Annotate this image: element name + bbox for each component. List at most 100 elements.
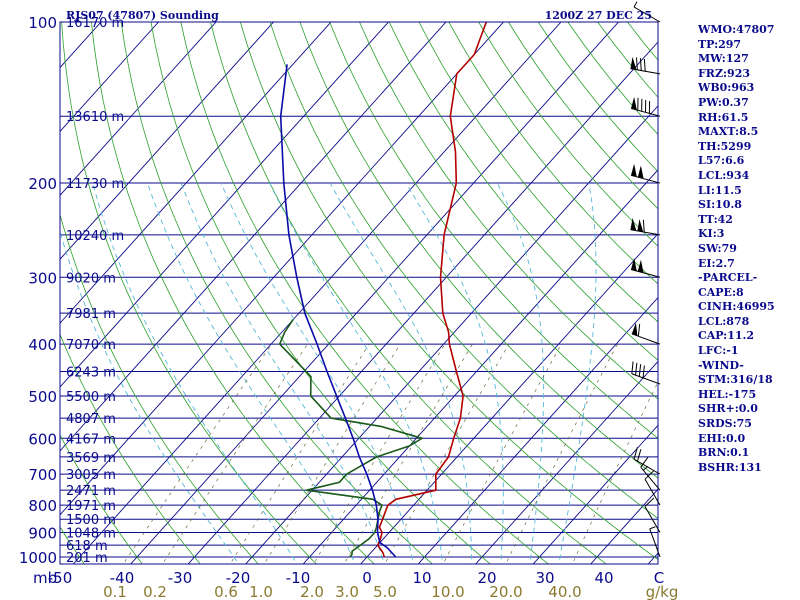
temperature-tick-label: 0 <box>362 569 372 587</box>
mixing-ratio-line <box>343 343 473 564</box>
dry-adiabat <box>448 22 658 285</box>
index-row: SI:10.8 <box>698 198 742 212</box>
index-row: TH:5299 <box>698 139 752 153</box>
height-label: 7070 m <box>66 338 116 353</box>
isotherm-line <box>360 232 658 564</box>
wind-barb <box>644 497 661 533</box>
isotherm-line <box>60 22 160 133</box>
mixing-ratio-label: 10.0 <box>431 583 464 600</box>
moist-adiabat <box>180 182 385 564</box>
station-title: RJS07 (47807) Sounding <box>66 9 219 22</box>
height-label: 1971 m <box>66 499 116 514</box>
temperature-line <box>376 22 488 558</box>
mixing-ratio-label: 0.1 <box>103 583 127 600</box>
height-label: 3005 m <box>66 468 116 483</box>
dry-adiabat <box>120 22 433 564</box>
mixing-ratio-line <box>505 343 618 564</box>
temperature-tick-label: 10 <box>412 569 431 587</box>
temperature-tick-label: 30 <box>535 569 554 587</box>
index-row: CINH:46995 <box>698 300 775 314</box>
indices-panel: WMO:47807 TP:297 MW:127 FRZ:923 WB0:963 PW:0.… <box>698 23 775 475</box>
mixing-ratio-line <box>161 343 308 564</box>
index-row: MAXT:8.5 <box>698 125 759 139</box>
height-label: 9020 m <box>66 271 116 286</box>
index-row: L57:6.6 <box>698 154 745 168</box>
temperature-tick-label: -20 <box>226 569 251 587</box>
index-row: HEL:-175 <box>698 387 757 401</box>
index-row: SRDS:75 <box>698 417 752 431</box>
dry-adiabat <box>210 22 607 564</box>
index-row: TT:42 <box>698 212 733 226</box>
height-label: 2471 m <box>66 484 116 499</box>
wind-barb <box>631 361 661 385</box>
isotherm-line <box>60 22 275 260</box>
plot-frame <box>59 21 659 565</box>
pressure-tick-label: 500 <box>28 388 57 406</box>
dry-adiabat <box>90 22 375 564</box>
wind-barb <box>640 456 661 491</box>
moist-adiabat <box>269 182 444 564</box>
dry-adiabat <box>418 22 658 323</box>
index-row: LCL:934 <box>698 168 750 182</box>
height-label: 1500 m <box>66 513 116 528</box>
dry-adiabat <box>60 333 201 564</box>
pressure-axis-unit: mb <box>33 569 57 587</box>
mixing-ratio-label: 0.2 <box>143 583 167 600</box>
wind-barb <box>630 257 661 278</box>
height-label: 618 m <box>66 539 108 554</box>
index-row: SHR+:0.0 <box>698 402 758 416</box>
grid-layer <box>60 22 658 564</box>
temperature-tick-label: 40 <box>594 569 613 587</box>
height-label: 16170 m <box>66 16 124 31</box>
moist-adiabat <box>92 182 298 564</box>
pressure-tick-label: 300 <box>28 269 57 287</box>
index-row: KI:3 <box>698 227 725 241</box>
index-row: LCL:878 <box>698 314 750 328</box>
index-row: LI:11.5 <box>698 183 742 197</box>
moist-adiabat <box>220 182 414 564</box>
height-label: 201 m <box>66 551 108 566</box>
dry-adiabat <box>359 22 658 400</box>
moist-adiabat <box>496 182 545 564</box>
wind-barb <box>633 1 661 23</box>
pressure-tick-label: 800 <box>28 497 57 515</box>
dry-adiabat <box>60 213 259 564</box>
index-row: SW:79 <box>698 241 737 255</box>
index-row: EI:2.7 <box>698 256 735 270</box>
wind-barb <box>630 217 661 236</box>
index-row: -WIND- <box>698 358 744 372</box>
index-row: STM:316/18 <box>698 373 773 387</box>
mixing-ratio-line <box>122 343 272 564</box>
height-label: 5500 m <box>66 390 116 405</box>
index-row: BSHR:131 <box>698 460 762 474</box>
dry-adiabat <box>388 22 658 361</box>
temperature-tick-label: -30 <box>168 569 193 587</box>
index-row: FRZ:923 <box>698 66 751 80</box>
height-label: 4807 m <box>66 412 116 427</box>
height-label: 4167 m <box>66 432 116 447</box>
dry-adiabat <box>60 434 143 564</box>
temperature-tick-label: -10 <box>286 569 311 587</box>
isotherm-line <box>245 105 658 564</box>
dry-adiabat <box>150 22 491 564</box>
wind-barb <box>644 470 661 506</box>
index-row: PW:0.37 <box>698 95 749 109</box>
index-row: CAP:11.2 <box>698 329 755 343</box>
pressure-tick-label: 1000 <box>19 549 57 567</box>
index-row: TP:297 <box>698 37 742 51</box>
isotherm-line <box>60 22 390 388</box>
height-label: 1048 m <box>66 527 116 542</box>
isotherm-line <box>417 296 658 564</box>
index-row: -PARCEL- <box>698 271 758 285</box>
dry-adiabat <box>60 526 85 564</box>
index-row: BRN:0.1 <box>698 446 750 460</box>
pressure-tick-label: 400 <box>28 336 57 354</box>
mixing-ratio-label: 5.0 <box>373 583 397 600</box>
wind-barb <box>630 96 661 117</box>
pressure-tick-label: 700 <box>28 466 57 484</box>
isotherm-line <box>532 424 658 564</box>
isotherm-line <box>72 22 562 564</box>
moist-adiabat <box>60 230 240 564</box>
parcel-line <box>279 64 397 558</box>
